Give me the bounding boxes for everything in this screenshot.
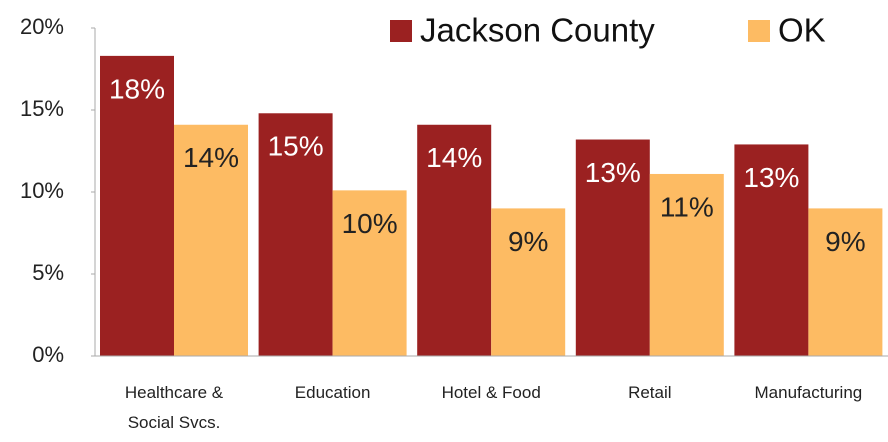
bar	[649, 173, 724, 356]
x-tick-label: Hotel & Food	[441, 383, 541, 402]
bar	[258, 113, 333, 356]
data-label: 11%	[660, 191, 714, 222]
legend-swatch	[748, 20, 770, 42]
data-label: 15%	[268, 131, 324, 162]
bar	[491, 208, 566, 356]
data-label: 9%	[825, 226, 865, 257]
bar	[575, 139, 650, 356]
x-tick-label: Education	[294, 383, 371, 402]
legend-label: Jackson County	[420, 12, 655, 49]
data-label: 14%	[183, 142, 239, 173]
y-tick-label: 15%	[20, 96, 64, 121]
bar	[174, 124, 248, 356]
data-label: 13%	[585, 157, 641, 188]
y-tick-label: 10%	[20, 178, 64, 203]
bar	[808, 208, 883, 356]
y-tick-label: 20%	[20, 14, 64, 39]
data-label: 14%	[426, 142, 482, 173]
legend-swatch	[390, 20, 412, 42]
data-label: 10%	[342, 208, 398, 239]
y-tick-label: 0%	[32, 342, 64, 367]
x-tick-label: Retail	[628, 383, 672, 402]
x-tick-label: Manufacturing	[754, 383, 863, 402]
data-label: 13%	[743, 162, 799, 193]
bar	[417, 124, 492, 356]
data-label: 18%	[109, 73, 165, 104]
legend-label: OK	[778, 12, 826, 49]
y-tick-label: 5%	[32, 260, 64, 285]
bar	[332, 190, 407, 356]
bar	[100, 55, 174, 356]
data-label: 9%	[508, 226, 548, 257]
bar	[734, 144, 809, 356]
x-tick-label: Healthcare & Social Svcs.	[124, 383, 224, 432]
